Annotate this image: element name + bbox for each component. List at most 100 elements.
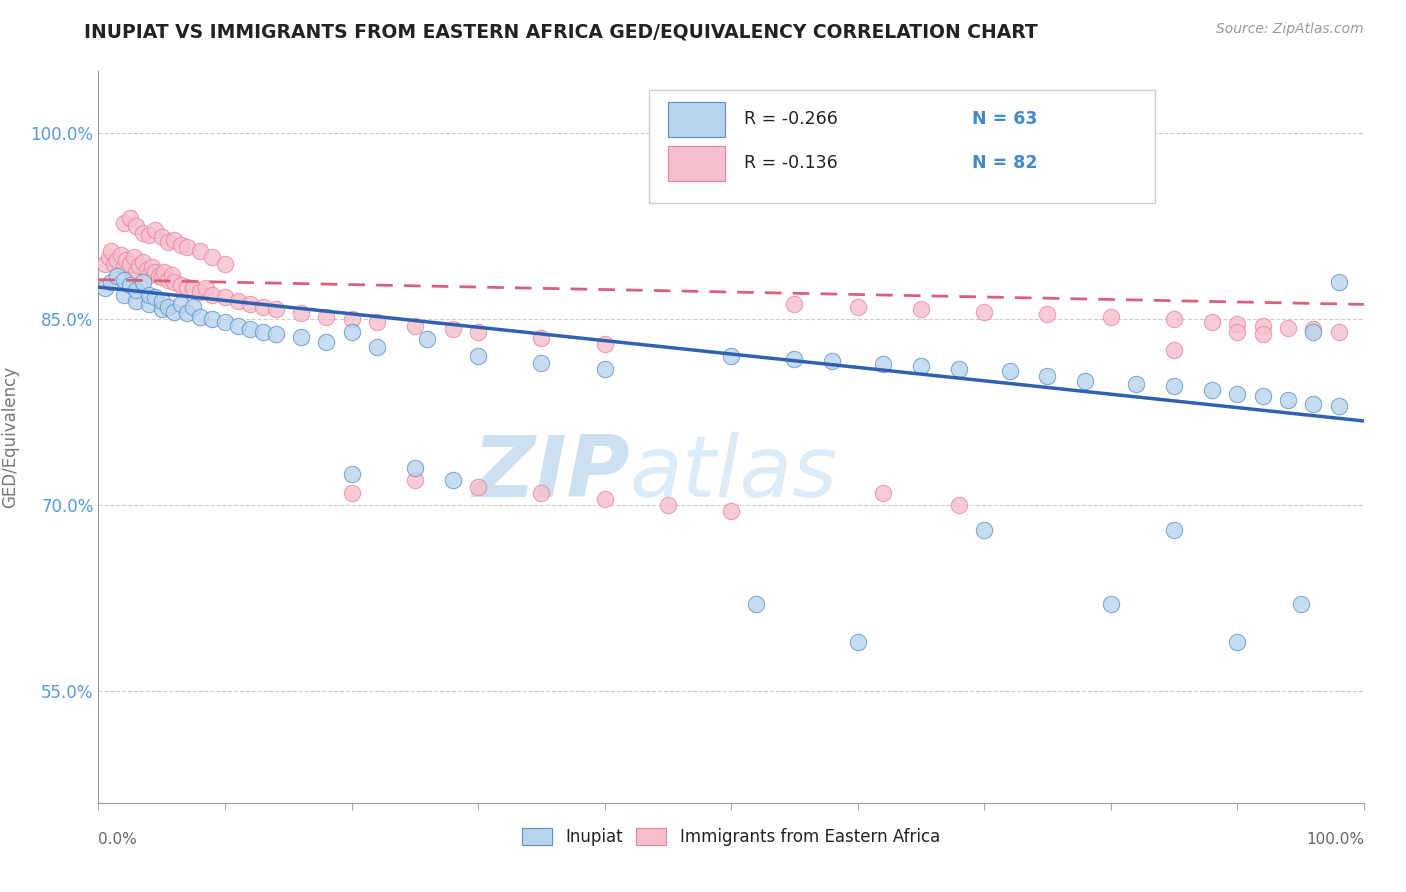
Point [145, 290, 166, 304]
Point [366, 340, 388, 354]
Point [125, 265, 148, 279]
Point [145, 223, 166, 237]
Point [153, 265, 176, 279]
Point [404, 318, 426, 333]
Point [201, 287, 224, 301]
Point [141, 260, 163, 275]
Point [169, 238, 191, 252]
Point [290, 306, 312, 320]
Point [138, 268, 160, 282]
Point [201, 312, 224, 326]
Point [148, 268, 170, 283]
Point [948, 362, 970, 376]
Point [157, 235, 180, 250]
Point [1074, 374, 1097, 388]
Point [115, 252, 138, 267]
Legend: Inupiat, Immigrants from Eastern Africa: Inupiat, Immigrants from Eastern Africa [516, 822, 946, 853]
Point [1201, 383, 1223, 397]
Text: R = -0.266: R = -0.266 [744, 110, 838, 128]
Point [150, 230, 173, 244]
Y-axis label: GED/Equivalency: GED/Equivalency [1, 366, 20, 508]
Point [264, 327, 287, 342]
Point [176, 280, 198, 294]
Point [910, 302, 932, 317]
Point [315, 334, 337, 349]
Point [93, 256, 117, 270]
Point [404, 474, 426, 488]
Point [226, 293, 249, 308]
Point [467, 480, 489, 494]
Point [657, 498, 679, 512]
Point [120, 277, 141, 292]
Point [107, 252, 129, 267]
Point [125, 219, 148, 234]
Point [720, 350, 742, 364]
Point [1327, 399, 1350, 413]
Text: R = -0.136: R = -0.136 [744, 153, 838, 172]
Point [194, 281, 218, 295]
Point [1226, 634, 1249, 648]
Point [169, 277, 191, 292]
Point [150, 293, 173, 308]
Point [252, 325, 274, 339]
Point [138, 227, 160, 242]
Point [846, 300, 869, 314]
Point [1302, 322, 1324, 336]
Point [252, 300, 274, 314]
Point [1251, 389, 1274, 403]
Point [110, 248, 132, 262]
Point [214, 315, 236, 329]
Point [1327, 325, 1350, 339]
Point [1277, 321, 1299, 335]
Point [530, 486, 553, 500]
Point [160, 268, 183, 282]
Point [226, 318, 249, 333]
FancyBboxPatch shape [668, 146, 725, 181]
Point [132, 255, 155, 269]
Point [138, 297, 160, 311]
Point [1201, 315, 1223, 329]
Point [150, 270, 173, 285]
Point [1226, 325, 1249, 339]
Point [366, 315, 388, 329]
Point [163, 305, 186, 319]
Point [467, 350, 489, 364]
Point [112, 287, 135, 301]
Point [163, 275, 186, 289]
Point [201, 250, 224, 264]
Point [169, 297, 191, 311]
Point [745, 598, 768, 612]
Point [125, 283, 148, 297]
Point [1289, 598, 1312, 612]
Point [150, 302, 173, 317]
Point [128, 259, 150, 273]
Point [1277, 392, 1299, 407]
Point [530, 356, 553, 370]
Point [112, 216, 135, 230]
Point [1163, 312, 1185, 326]
Point [872, 357, 894, 371]
Point [783, 297, 806, 311]
Point [239, 322, 262, 336]
Point [135, 262, 157, 277]
Point [100, 275, 122, 289]
Point [441, 474, 464, 488]
Text: Source: ZipAtlas.com: Source: ZipAtlas.com [1216, 22, 1364, 37]
Point [948, 498, 970, 512]
Point [188, 310, 211, 324]
Point [1226, 318, 1249, 332]
Point [846, 634, 869, 648]
Point [239, 297, 262, 311]
Point [1099, 310, 1122, 324]
Point [125, 293, 148, 308]
Point [264, 302, 287, 317]
Point [416, 332, 439, 346]
Point [188, 285, 211, 299]
Point [1036, 307, 1059, 321]
Text: ZIP: ZIP [472, 432, 630, 516]
Point [1226, 386, 1249, 401]
Point [998, 364, 1021, 378]
Point [188, 244, 211, 259]
FancyBboxPatch shape [648, 90, 1156, 203]
Point [593, 362, 616, 376]
